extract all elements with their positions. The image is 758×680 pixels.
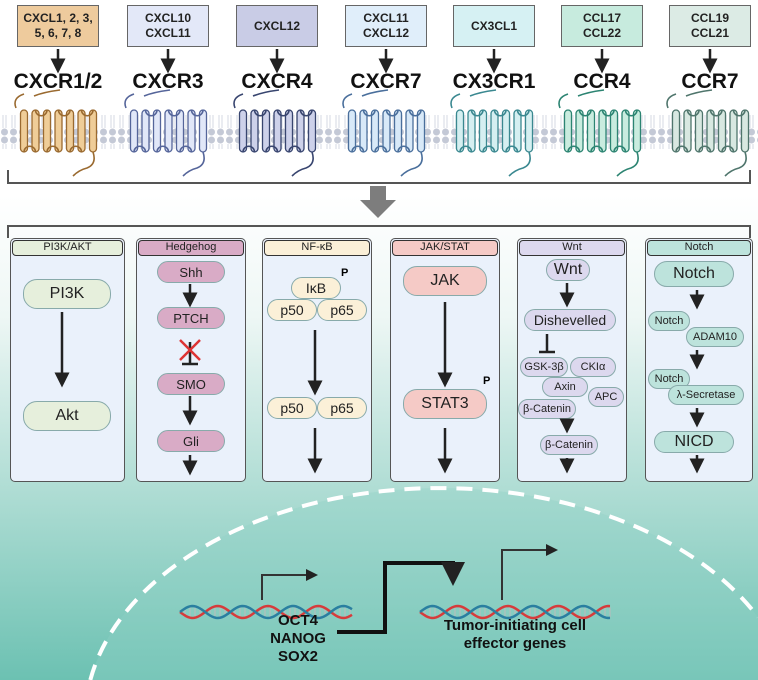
node-nicd: NICD [654,431,734,453]
receptor-cxcr3 [124,49,208,177]
receptor-cxcr7 [342,49,426,177]
node-notch-2: Notch [648,311,690,331]
ligand-box: CX3CL1 [453,5,535,47]
node-lambda-secretase: λ-Secretase [668,385,744,405]
receptor-loops [558,89,639,177]
node-axin: Axin [542,377,588,397]
receptor-name: CXCR4 [241,70,313,93]
panel-title: PI3K/AKT [12,240,123,256]
node-p50: p50 [267,299,317,321]
receptor-name: CX3CR1 [452,70,536,93]
receptor-cxcr4 [233,49,317,177]
panel-wnt: Wnt Wnt Dishevelled GSK-3β CKIα Axin APC… [517,238,627,482]
pathway-bracket [7,225,751,238]
node-shh: Shh [157,261,225,283]
node-smo: SMO [157,373,225,395]
gene-oct4: OCT4 [277,612,318,629]
panel-title: JAK/STAT [392,240,498,256]
receptor-loops [666,89,747,177]
receptor-cxcr1-2 [14,49,98,177]
receptor-name: CCR4 [573,70,631,93]
panel-title: NF-κB [264,240,370,256]
node-gli: Gli [157,430,225,452]
receptor-name: CXCR7 [350,70,422,93]
node-adam10: ADAM10 [686,327,744,347]
receptor-cx3cr1 [450,49,534,177]
node-p65: p65 [317,299,367,321]
node-beta-catenin-free: β-Catenin [540,435,598,455]
receptor-loops [14,89,95,177]
tf-genes: OCT4 NANOG SOX2 [268,612,328,666]
node-ck1a: CKIα [570,357,616,377]
receptor-name: CXCR3 [132,70,204,93]
receptor-loops [124,89,205,177]
receptor-name: CCR7 [681,70,739,93]
node-ptch: PTCH [157,307,225,329]
promoter-arrow-left [261,569,318,600]
receptor-loops [450,89,531,177]
ligand-box: CCL19 CCL21 [669,5,751,47]
ligand-box: CXCL10 CXCL11 [127,5,209,47]
phospho-label: P [341,267,349,279]
promoter-arrow-right [501,544,558,600]
gene-sox2: SOX2 [277,648,319,665]
receptor-loops [233,89,314,177]
node-akt: Akt [23,401,111,431]
dna-icon [419,604,611,620]
phospho-label: P [483,375,491,387]
background [0,195,758,680]
node-dishevelled: Dishevelled [524,309,616,331]
ligand-box: CXCL12 [236,5,318,47]
panel-nfkb: NF-κB IκB P p50 p65 p50 p65 [262,238,372,482]
receptor-ccr4 [558,49,642,177]
dna-icon [179,604,353,620]
node-stat3: STAT3 [403,389,487,419]
node-beta-catenin: β-Catenin [518,399,576,419]
nucleus [88,486,758,680]
node-jak: JAK [403,266,487,296]
node-pi3k: PI3K [23,279,111,309]
node-notch: Notch [654,261,734,287]
target-genes-label: Tumor-initiating cell effector genes [443,617,587,652]
node-wnt: Wnt [546,259,590,281]
node-ikb: IκB [291,277,341,299]
activation-arrow [337,561,465,634]
gene-nanog: NANOG [270,630,326,647]
nuclear-envelope [88,486,758,680]
node-p65-nuclear: p65 [317,397,367,419]
node-p50-nuclear: p50 [267,397,317,419]
receptor-bracket [7,170,751,184]
panel-title: Wnt [519,240,625,256]
node-apc: APC [588,387,624,407]
panel-title: Notch [647,240,751,256]
node-gsk3b: GSK-3β [520,357,568,377]
down-arrow-gray [360,186,396,218]
receptor-name: CXCR1/2 [13,70,103,93]
red-x-icon [179,339,201,361]
ligand-box: CCL17 CCL22 [561,5,643,47]
receptor-loops [342,89,423,177]
panel-pi3k-akt: PI3K/AKT PI3K Akt [10,238,125,482]
ligand-box: CXCL1, 2, 3, 5, 6, 7, 8 [17,5,99,47]
panel-title: Hedgehog [138,240,244,256]
ligand-box: CXCL11 CXCL12 [345,5,427,47]
receptor-ccr7 [666,49,750,177]
panel-notch: Notch Notch Notch ADAM10 Notch λ-Secreta… [645,238,753,482]
